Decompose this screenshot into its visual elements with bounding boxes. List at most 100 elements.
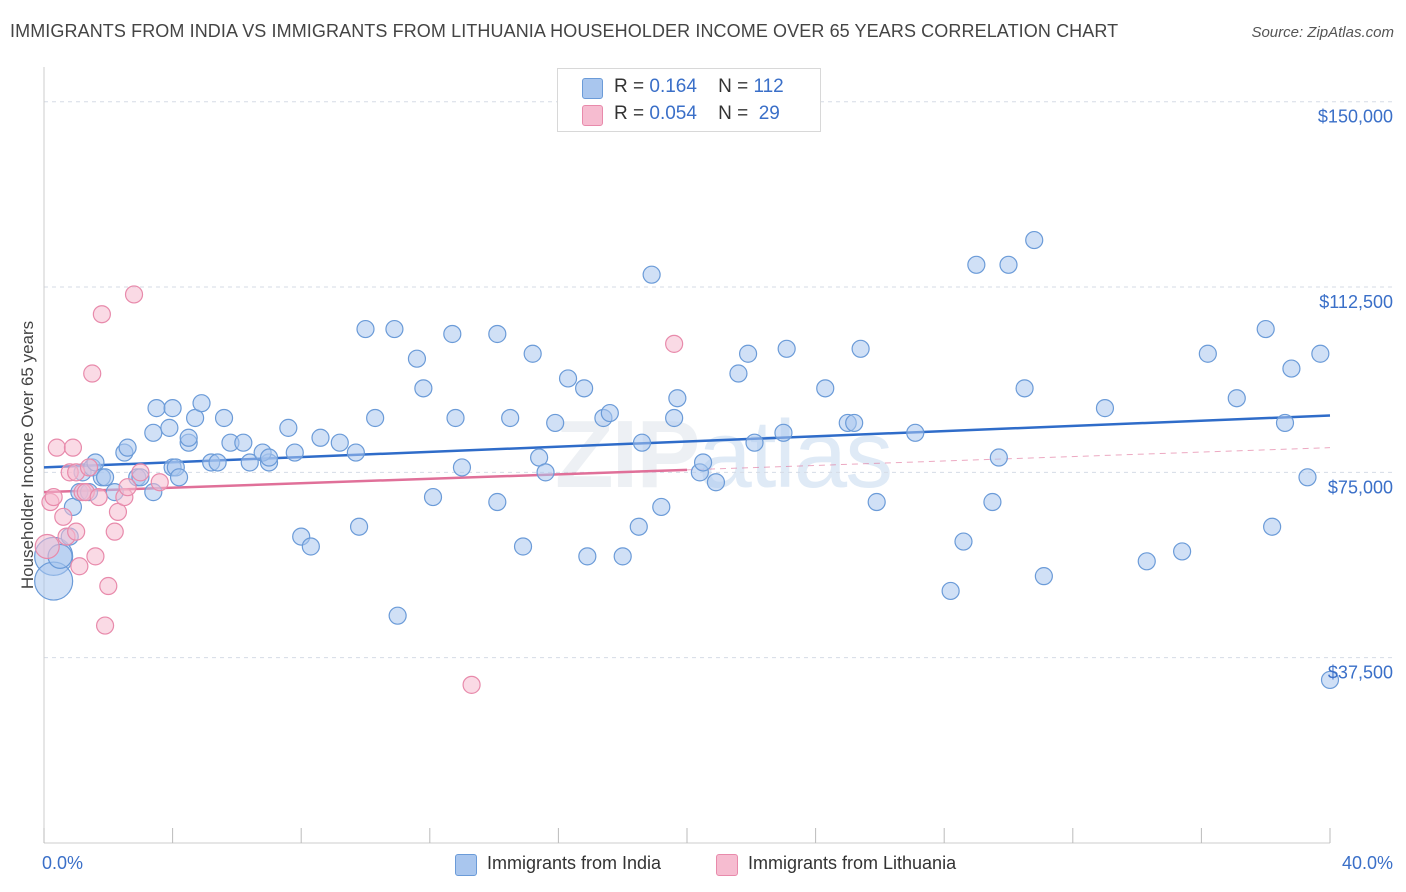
- point-india: [729, 364, 748, 383]
- source-label: Source: ZipAtlas.com: [1251, 24, 1394, 41]
- india-swatch: [582, 78, 603, 99]
- point-india: [160, 418, 179, 437]
- point-india: [665, 408, 684, 428]
- tick-labels: $37,500 $75,000 $112,500 $150,000 0.0% 40.0%: [42, 107, 1393, 873]
- point-india: [967, 255, 986, 274]
- point-lithuania: [47, 438, 66, 457]
- lithuania-n-label: N =: [718, 103, 749, 124]
- point-india: [192, 394, 211, 413]
- point-india: [983, 492, 1002, 512]
- point-india: [745, 433, 764, 452]
- lithuania-r-value: 0.054: [649, 103, 697, 124]
- point-india: [385, 319, 404, 339]
- point-india: [452, 458, 472, 477]
- gridlines: [44, 101, 1394, 659]
- point-india: [1256, 319, 1275, 339]
- point-india: [1137, 552, 1156, 571]
- point-lithuania: [118, 478, 137, 497]
- point-india: [285, 443, 304, 462]
- point-india: [906, 423, 925, 442]
- trend-lines: [43, 414, 1331, 494]
- point-india: [523, 344, 542, 363]
- point-lithuania: [131, 463, 150, 482]
- point-india: [414, 379, 433, 398]
- point-india: [234, 433, 253, 452]
- india-r-value: 0.164: [649, 76, 697, 97]
- point-india: [738, 344, 758, 363]
- point-india: [1034, 567, 1053, 586]
- point-india: [407, 349, 427, 368]
- point-india: [1275, 413, 1295, 433]
- point-lithuania: [99, 576, 118, 596]
- point-lithuania: [95, 616, 115, 635]
- point-india: [147, 399, 166, 418]
- point-india: [941, 581, 960, 601]
- point-india: [578, 547, 597, 566]
- point-india: [851, 339, 870, 358]
- point-india: [144, 423, 163, 442]
- point-india: [1298, 468, 1317, 487]
- point-lithuania: [70, 557, 89, 576]
- point-india: [706, 473, 726, 492]
- lithuania-n-value: 29: [758, 103, 780, 124]
- point-india: [301, 537, 320, 556]
- point-lithuania: [44, 487, 63, 507]
- point-india: [632, 433, 652, 452]
- point-india: [330, 433, 349, 452]
- point-india: [668, 389, 687, 408]
- point-india: [279, 418, 298, 437]
- point-lithuania: [665, 334, 684, 353]
- point-india: [816, 379, 835, 398]
- point-lithuania: [83, 364, 102, 383]
- point-india: [1015, 379, 1034, 398]
- point-india: [1263, 517, 1282, 536]
- point-lithuania: [92, 305, 111, 324]
- y-tick-label: $75,000: [1328, 477, 1393, 497]
- point-india: [652, 497, 671, 517]
- point-india: [214, 408, 234, 428]
- point-india: [546, 413, 565, 433]
- correlation-stats-box: R = 0.164 N = 112 R = 0.054 N = 29: [557, 68, 821, 132]
- point-lithuania: [462, 675, 481, 694]
- point-india: [613, 547, 632, 566]
- point-india: [163, 399, 182, 418]
- point-india: [954, 532, 973, 551]
- axes: [43, 67, 1331, 844]
- point-lithuania: [105, 522, 124, 541]
- india-r-label: R =: [614, 76, 645, 97]
- legend-label-lithuania: Immigrants from Lithuania: [748, 853, 957, 873]
- point-india: [999, 255, 1018, 274]
- point-india: [34, 561, 74, 601]
- point-india: [208, 453, 227, 472]
- point-india: [169, 468, 189, 487]
- point-india: [642, 265, 661, 284]
- point-india: [356, 319, 375, 339]
- point-india: [423, 487, 443, 507]
- point-india: [443, 324, 462, 344]
- x-tick-label: 0.0%: [42, 853, 83, 873]
- point-lithuania: [150, 473, 169, 492]
- point-lithuania: [124, 285, 144, 304]
- point-india: [1198, 344, 1217, 363]
- y-axis-label: Householder Income Over 65 years: [18, 320, 37, 590]
- x-tick-label: 40.0%: [1342, 853, 1393, 873]
- point-india: [179, 428, 198, 447]
- trend-line-lithuania-extension: [686, 447, 1331, 471]
- point-india: [575, 379, 594, 398]
- point-india: [259, 448, 279, 467]
- point-india: [777, 339, 796, 358]
- point-india: [867, 492, 886, 512]
- lithuania-swatch: [582, 105, 603, 126]
- point-india: [845, 413, 864, 433]
- point-india: [240, 453, 259, 472]
- point-india: [118, 438, 137, 457]
- point-india: [488, 324, 507, 344]
- point-india: [446, 408, 465, 428]
- point-india: [346, 443, 365, 462]
- point-india: [95, 468, 115, 487]
- point-lithuania: [54, 507, 73, 526]
- point-india: [1227, 389, 1246, 408]
- point-lithuania: [67, 522, 86, 541]
- point-india: [311, 428, 330, 447]
